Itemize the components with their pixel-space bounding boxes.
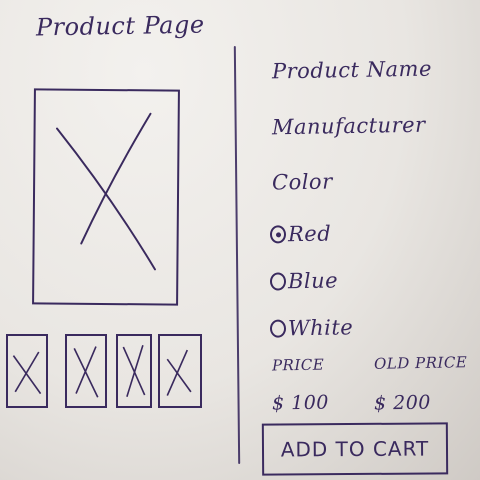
thumbnail-2[interactable] <box>65 334 107 408</box>
color-option-label: Red <box>287 221 332 247</box>
thumbnail-placeholder-icon <box>12 351 42 395</box>
thumbnail-3[interactable] <box>116 334 152 408</box>
main-product-image-placeholder[interactable] <box>32 88 180 306</box>
thumbnail-placeholder-icon <box>73 346 99 398</box>
manufacturer-label: Manufacturer <box>271 112 426 140</box>
thumbnail-placeholder-icon <box>122 344 146 398</box>
add-to-cart-button[interactable]: ADD TO CART <box>261 422 449 476</box>
thumbnail-1[interactable] <box>6 334 48 408</box>
color-option-label: White <box>287 315 354 341</box>
color-option-white[interactable]: White <box>269 315 354 341</box>
thumbnail-4[interactable] <box>158 334 202 408</box>
color-option-label: Blue <box>287 268 339 294</box>
color-option-red[interactable]: Red <box>269 221 332 247</box>
old-price-label: OLD PRICE <box>373 353 468 373</box>
price-label: PRICE <box>271 355 325 375</box>
thumbnail-placeholder-icon <box>166 349 192 396</box>
price-value: $ 100 <box>271 391 330 415</box>
radio-unselected-icon[interactable] <box>269 272 287 291</box>
product-name-label: Product Name <box>271 56 433 84</box>
color-label: Color <box>271 169 333 195</box>
old-price-value: $ 200 <box>373 391 432 415</box>
column-divider <box>233 46 241 464</box>
page-title: Product Page <box>35 10 205 42</box>
radio-selected-icon[interactable] <box>269 225 287 244</box>
image-placeholder-icon <box>56 112 156 271</box>
color-option-blue[interactable]: Blue <box>269 268 339 294</box>
radio-unselected-icon[interactable] <box>269 319 287 338</box>
